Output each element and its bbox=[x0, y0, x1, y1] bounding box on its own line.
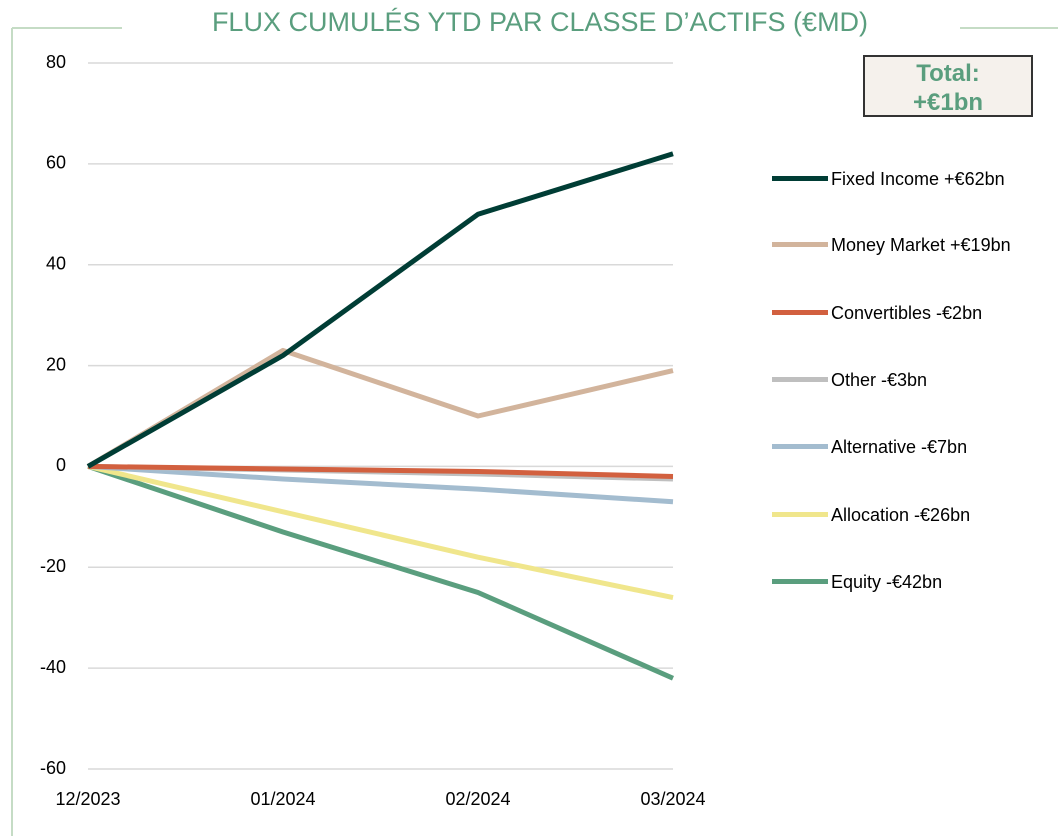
legend-label: Other -€3bn bbox=[831, 370, 928, 390]
x-tick-label: 01/2024 bbox=[250, 789, 315, 809]
legend-label: Allocation -€26bn bbox=[831, 505, 971, 525]
series-line bbox=[86, 347, 674, 469]
legend-swatch bbox=[772, 176, 828, 181]
series-line bbox=[87, 464, 675, 681]
series-line bbox=[87, 463, 674, 505]
x-tick-label: 02/2024 bbox=[445, 789, 510, 809]
total-label: Total: bbox=[916, 60, 980, 87]
legend-swatch bbox=[772, 512, 828, 517]
legend-swatch bbox=[772, 242, 828, 247]
legend-item: Allocation -€26bn bbox=[772, 503, 1058, 527]
y-tick-label: 20 bbox=[46, 354, 66, 374]
legend-label: Equity -€42bn bbox=[831, 572, 943, 592]
legend-item: Fixed Income +€62bn bbox=[772, 167, 1058, 191]
y-tick-label: -20 bbox=[40, 556, 66, 576]
chart-title: FLUX CUMULÉS YTD PAR CLASSE D’ACTIFS (€M… bbox=[212, 7, 868, 37]
legend-item: Money Market +€19bn bbox=[772, 233, 1058, 257]
series-line bbox=[87, 463, 674, 600]
lines bbox=[86, 151, 675, 681]
legend-item: Other -€3bn bbox=[772, 368, 1058, 392]
total-box: Total: +€1bn bbox=[863, 55, 1033, 117]
legend-swatch bbox=[772, 444, 828, 449]
total-value: +€1bn bbox=[912, 89, 984, 116]
grid: -60 -40 -20 0 20 40 60 80 12/2023 01/2024 02/2024 0… bbox=[40, 52, 706, 809]
legend-label: Alternative -€7bn bbox=[831, 437, 968, 457]
legend-label: Fixed Income +€62bn bbox=[831, 169, 1005, 189]
x-tick-label: 12/2023 bbox=[55, 789, 120, 809]
legend-item: Convertibles -€2bn bbox=[772, 301, 1058, 325]
y-tick-label: 40 bbox=[46, 253, 66, 273]
series-line bbox=[86, 151, 674, 469]
y-tick-label: 0 bbox=[56, 455, 66, 475]
y-tick-label: 60 bbox=[46, 153, 66, 173]
legend-item: Equity -€42bn bbox=[772, 570, 1058, 594]
legend-swatch bbox=[772, 579, 828, 584]
legend-item: Alternative -€7bn bbox=[772, 435, 1058, 459]
legend-swatch bbox=[772, 310, 828, 315]
x-tick-label: 03/2024 bbox=[640, 789, 705, 809]
legend-swatch bbox=[772, 377, 828, 382]
y-tick-label: -40 bbox=[40, 657, 66, 677]
series-line bbox=[87, 463, 674, 480]
legend-label: Money Market +€19bn bbox=[831, 235, 1011, 255]
y-tick-label: 80 bbox=[46, 52, 66, 72]
y-tick-label: -60 bbox=[40, 758, 66, 778]
legend-label: Convertibles -€2bn bbox=[831, 303, 983, 323]
